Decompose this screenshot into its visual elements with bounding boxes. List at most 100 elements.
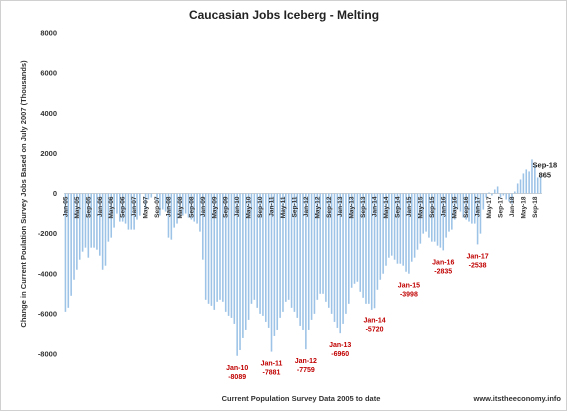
data-bar bbox=[311, 194, 313, 320]
y-tick-label: 2000 bbox=[40, 149, 57, 158]
data-bar bbox=[128, 194, 130, 230]
x-tick-label: May-13 bbox=[349, 196, 356, 218]
data-bar bbox=[208, 194, 210, 304]
x-tick-label: May-10 bbox=[246, 196, 253, 218]
x-tick-label: Sep-08 bbox=[188, 196, 195, 218]
x-tick-label: Sep-10 bbox=[257, 196, 264, 218]
data-bar bbox=[196, 194, 198, 224]
data-bar bbox=[514, 191, 516, 193]
y-axis-label: Change in Current Poulation Survey Jobs … bbox=[19, 60, 28, 328]
x-tick-label: Jan-08 bbox=[165, 196, 172, 217]
data-bar bbox=[276, 194, 278, 330]
annotation-value: -6960 bbox=[331, 351, 349, 358]
annotation-label: Jan-12 bbox=[295, 358, 317, 365]
x-tick-label: Jan-12 bbox=[303, 196, 310, 217]
annotation-label: Jan-11 bbox=[261, 361, 283, 368]
annotation-label: Jan-10 bbox=[226, 365, 248, 372]
x-tick-label: Jan-15 bbox=[406, 196, 413, 217]
annotation-label: Jan-14 bbox=[363, 317, 385, 324]
x-tick-label: Jan-06 bbox=[97, 196, 104, 217]
annotation-value: -7759 bbox=[297, 367, 315, 374]
x-tick-label: Sep-06 bbox=[120, 196, 127, 218]
x-tick-label: Jan-11 bbox=[269, 196, 276, 217]
data-bar bbox=[151, 194, 153, 198]
x-tick-label: May-15 bbox=[417, 196, 424, 218]
y-tick-label: -4000 bbox=[38, 269, 57, 278]
data-bar bbox=[93, 194, 95, 248]
annotation-label: Jan-15 bbox=[398, 283, 420, 290]
data-bar bbox=[299, 194, 301, 326]
x-tick-label: May-18 bbox=[520, 196, 527, 218]
x-tick-label: Jan-07 bbox=[131, 196, 138, 217]
annotation-value: -3998 bbox=[400, 292, 418, 299]
x-tick-label: May-16 bbox=[452, 196, 459, 218]
y-tick-label: -8000 bbox=[38, 350, 57, 359]
data-bar bbox=[173, 194, 175, 228]
x-tick-label: May-11 bbox=[280, 196, 287, 218]
x-tick-label: Sep-07 bbox=[154, 196, 161, 218]
data-bar bbox=[448, 194, 450, 232]
x-tick-label: May-06 bbox=[108, 196, 115, 218]
data-bar bbox=[402, 194, 404, 266]
y-tick-label: 0 bbox=[53, 189, 57, 198]
data-bar bbox=[517, 183, 519, 193]
data-bar bbox=[483, 194, 485, 210]
y-tick-label: -6000 bbox=[38, 309, 57, 318]
x-tick-label: Sep-09 bbox=[223, 196, 230, 218]
data-bar bbox=[414, 194, 416, 258]
x-tick-label: May-09 bbox=[211, 196, 218, 218]
data-bar bbox=[437, 194, 439, 246]
x-tick-label: Sep-11 bbox=[291, 196, 298, 217]
data-bar bbox=[528, 171, 530, 193]
annotation-label: Jan-16 bbox=[432, 259, 454, 266]
website-footer: www.itstheeconomy.info bbox=[472, 394, 561, 403]
data-bar bbox=[185, 194, 187, 214]
data-bar bbox=[494, 189, 496, 193]
data-bar bbox=[265, 194, 267, 322]
x-tick-label: Jan-18 bbox=[509, 196, 516, 217]
data-bar bbox=[334, 194, 336, 322]
data-bar bbox=[523, 173, 525, 193]
data-bar bbox=[254, 194, 256, 300]
data-bar bbox=[425, 194, 427, 232]
x-tick-label: Jan-10 bbox=[234, 196, 241, 217]
x-tick-label: Sep-17 bbox=[497, 196, 504, 218]
x-tick-label: Jan-09 bbox=[200, 196, 207, 217]
x-tick-label: Jan-16 bbox=[440, 196, 447, 217]
annotation-label: Jan-13 bbox=[329, 342, 351, 349]
x-tick-label: May-14 bbox=[383, 196, 390, 218]
data-bar bbox=[537, 177, 539, 193]
data-bar bbox=[505, 194, 507, 200]
x-tick-label: May-12 bbox=[314, 196, 321, 218]
x-tick-label: Jan-13 bbox=[337, 196, 344, 217]
x-tick-label: Sep-12 bbox=[326, 196, 333, 218]
annotation-value: -8089 bbox=[228, 374, 246, 381]
x-tick-label: Sep-13 bbox=[360, 196, 367, 218]
data-bar bbox=[379, 194, 381, 280]
y-tick-label: -2000 bbox=[38, 229, 57, 238]
x-tick-label: Sep-18 bbox=[532, 196, 539, 218]
data-bar bbox=[82, 194, 84, 252]
data-bar bbox=[162, 194, 164, 210]
data-bar bbox=[288, 194, 290, 300]
data-bar bbox=[503, 194, 505, 196]
x-tick-label: Jan-14 bbox=[372, 196, 379, 217]
x-tick-label: May-17 bbox=[486, 196, 493, 218]
annotation-value: -5720 bbox=[366, 326, 384, 333]
x-tick-label: Sep-14 bbox=[394, 196, 401, 218]
data-bar bbox=[105, 194, 107, 266]
data-bar bbox=[139, 194, 141, 216]
data-bar bbox=[231, 194, 233, 318]
data-bar bbox=[391, 194, 393, 256]
data-bar bbox=[460, 194, 462, 212]
last-annotation-label: Sep-18 bbox=[533, 160, 558, 169]
x-tick-label: Jan-17 bbox=[475, 196, 482, 217]
annotation-value: -2538 bbox=[469, 262, 487, 269]
data-bar bbox=[242, 194, 244, 338]
x-tick-label: Sep-15 bbox=[429, 196, 436, 218]
x-tick-label: Jan-05 bbox=[62, 196, 69, 217]
data-bar bbox=[322, 194, 324, 294]
chart-title: Caucasian Jobs Iceberg - Melting bbox=[189, 8, 379, 22]
x-tick-label: May-05 bbox=[74, 196, 81, 218]
